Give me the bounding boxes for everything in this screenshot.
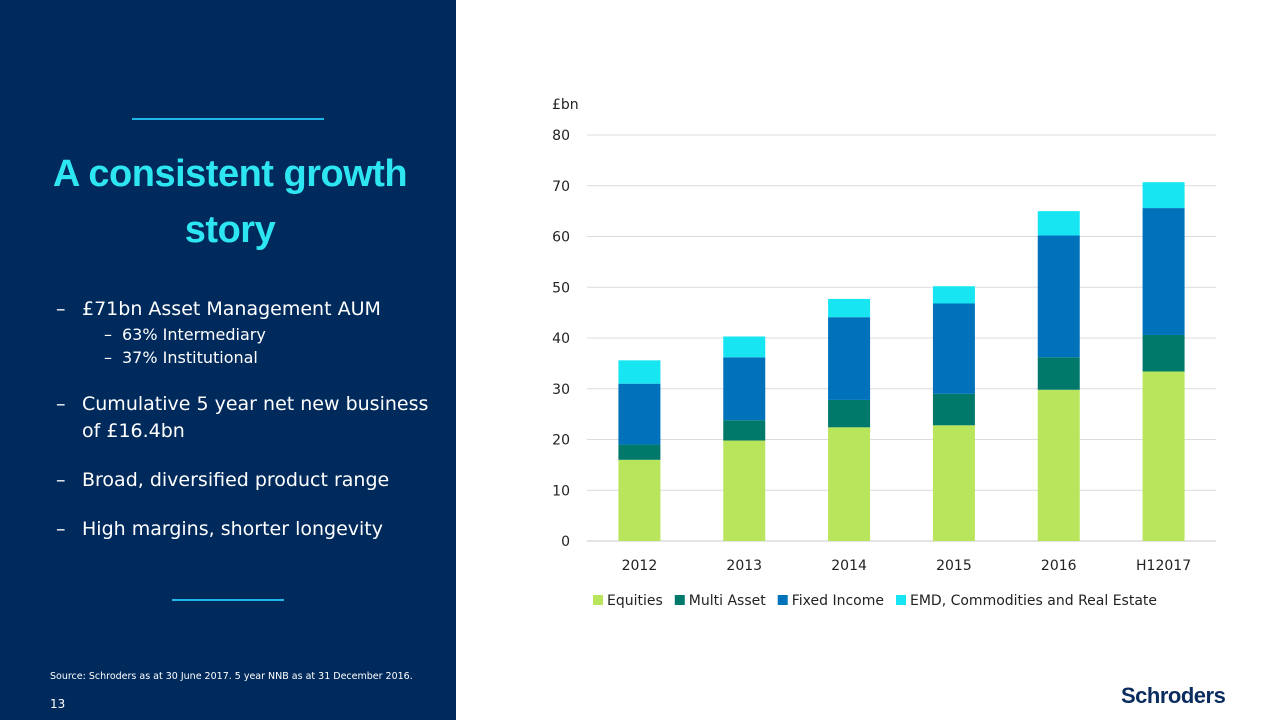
sub-bullet-institutional-text: 37% Institutional (122, 348, 258, 367)
y-tick-label: 20 (552, 433, 570, 449)
bar-segment (828, 427, 871, 541)
legend-swatch (777, 595, 788, 605)
y-tick-label: 30 (552, 382, 570, 398)
bar-segment (1142, 208, 1185, 335)
sub-bullet-intermediary: – 63% Intermediary (56, 323, 446, 346)
bar-segment (618, 459, 661, 541)
bar-segment (618, 360, 661, 384)
legend-label: EMD, Commodities and Real Estate (910, 593, 1157, 609)
bar-segment (1142, 371, 1185, 541)
y-tick-label: 70 (552, 179, 570, 195)
bar-segment (618, 383, 661, 445)
bullet-dash: – (56, 518, 66, 540)
bar-segment (1142, 182, 1185, 209)
bar-segment (828, 399, 871, 428)
bullet-product-range-text: Broad, diversified product range (82, 469, 390, 491)
bullet-net-new-business-text: Cumulative 5 year net new business of £1… (82, 393, 429, 442)
y-tick-label: 80 (552, 128, 570, 144)
y-tick-label: 0 (561, 534, 570, 550)
y-unit-label: £bn (552, 97, 579, 113)
bullet-list: – £71bn Asset Management AUM – 63% Inter… (56, 296, 446, 543)
x-tick-label: 2016 (1041, 558, 1077, 574)
page-number: 13 (50, 697, 66, 711)
bar-segment (723, 336, 766, 358)
bullet-net-new-business: – Cumulative 5 year net new business of … (56, 391, 446, 445)
source-note: Source: Schroders as at 30 June 2017. 5 … (50, 671, 413, 682)
legend-label: Multi Asset (689, 593, 766, 609)
y-tick-label: 60 (552, 230, 570, 246)
bar-segment (723, 357, 766, 421)
bar-segment (828, 298, 871, 318)
bullet-aum: – £71bn Asset Management AUM (56, 296, 446, 323)
bullet-dash: – (56, 469, 66, 491)
sub-bullet-institutional: – 37% Institutional (56, 346, 446, 369)
y-tick-label: 10 (552, 483, 570, 499)
bar-segment (1037, 357, 1080, 390)
schroders-logo: Schroders (1121, 683, 1226, 708)
bar-segment (618, 444, 661, 460)
legend-swatch (674, 595, 685, 605)
bullet-dash: – (56, 393, 66, 415)
bullet-margins: – High margins, shorter longevity (56, 516, 446, 543)
bar-segment (932, 425, 975, 541)
legend-label: Fixed Income (792, 593, 884, 609)
bar-segment (932, 393, 975, 426)
bullet-margins-text: High margins, shorter longevity (82, 518, 383, 540)
bullet-product-range: – Broad, diversified product range (56, 467, 446, 494)
x-tick-label: 2012 (622, 558, 658, 574)
legend-swatch (895, 595, 906, 605)
bar-segment (1037, 235, 1080, 358)
bar-segment (932, 286, 975, 304)
x-tick-label: H12017 (1136, 558, 1191, 574)
bottom-accent-rule (172, 599, 284, 601)
bar-segment (932, 303, 975, 394)
bar-segment (723, 440, 766, 541)
legend-label: Equities (607, 593, 663, 609)
slide-headline: A consistent growth story (52, 153, 408, 251)
bar-segment (723, 420, 766, 441)
aum-stacked-bar-chart: 0 10 20 30 40 50 60 70 80 £bn 2012 2013 2014 2015 2016… (552, 97, 1216, 609)
legend-swatch (593, 595, 603, 605)
top-accent-rule (132, 118, 324, 120)
y-tick-label: 50 (552, 280, 570, 296)
bullet-dash: – (104, 348, 112, 367)
bullet-dash: – (104, 325, 112, 344)
x-tick-label: 2013 (726, 558, 762, 574)
x-tick-label: 2015 (936, 558, 972, 574)
y-tick-label: 40 (552, 331, 570, 347)
bar-segment (1142, 334, 1185, 372)
left-panel: A consistent growth story – £71bn Asset … (0, 0, 456, 720)
sub-bullet-intermediary-text: 63% Intermediary (122, 325, 266, 344)
bar-segment (1037, 389, 1080, 541)
bar-segment (828, 317, 871, 400)
x-tick-label: 2014 (831, 558, 867, 574)
bullet-dash: – (56, 298, 66, 320)
bullet-aum-text: £71bn Asset Management AUM (82, 298, 381, 320)
bar-segment (1037, 211, 1080, 236)
